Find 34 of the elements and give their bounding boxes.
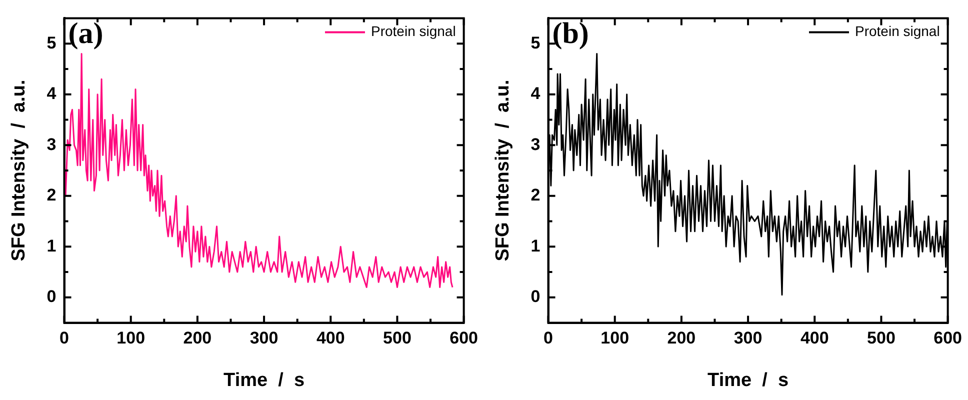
y-tick-label: 5 <box>46 33 56 52</box>
y-tick-label: 2 <box>46 186 56 205</box>
x-tick-label: 100 <box>600 328 630 348</box>
y-tick-label: 1 <box>46 236 56 256</box>
x-tick-label: 400 <box>800 328 829 348</box>
legend-label: Protein signal <box>854 23 940 40</box>
x-axis-title: Time / s <box>224 370 305 391</box>
y-tick-label: 1 <box>530 236 540 256</box>
x-tick-label: 200 <box>183 328 212 348</box>
x-tick-label: 0 <box>60 328 69 348</box>
x-tick-label: 300 <box>250 328 278 348</box>
y-tick-label: 0 <box>530 287 540 306</box>
y-tick-label: 2 <box>530 186 540 205</box>
y-axis-title: SFG Intensity / a.u. <box>492 80 514 262</box>
x-tick-label: 500 <box>867 328 896 348</box>
y-tick-label: 4 <box>46 84 57 104</box>
y-tick-label: 0 <box>46 287 56 306</box>
chart-title: (b) <box>552 16 589 50</box>
x-tick-label: 400 <box>316 328 345 348</box>
y-tick-label: 4 <box>530 84 541 104</box>
x-axis-title: Time / s <box>708 370 789 391</box>
x-tick-label: 200 <box>667 328 696 348</box>
x-tick-label: 500 <box>383 328 412 348</box>
chart-title: (a) <box>68 16 104 50</box>
x-tick-label: 600 <box>450 328 478 348</box>
y-tick-label: 3 <box>46 134 56 154</box>
legend-label: Protein signal <box>370 23 456 40</box>
x-tick-label: 0 <box>544 328 553 348</box>
x-tick-label: 600 <box>934 328 962 348</box>
y-tick-label: 5 <box>530 33 540 52</box>
y-tick-label: 3 <box>530 134 540 154</box>
y-axis-title: SFG Intensity / a.u. <box>8 80 30 262</box>
x-tick-label: 300 <box>734 328 762 348</box>
x-tick-label: 100 <box>116 328 146 348</box>
